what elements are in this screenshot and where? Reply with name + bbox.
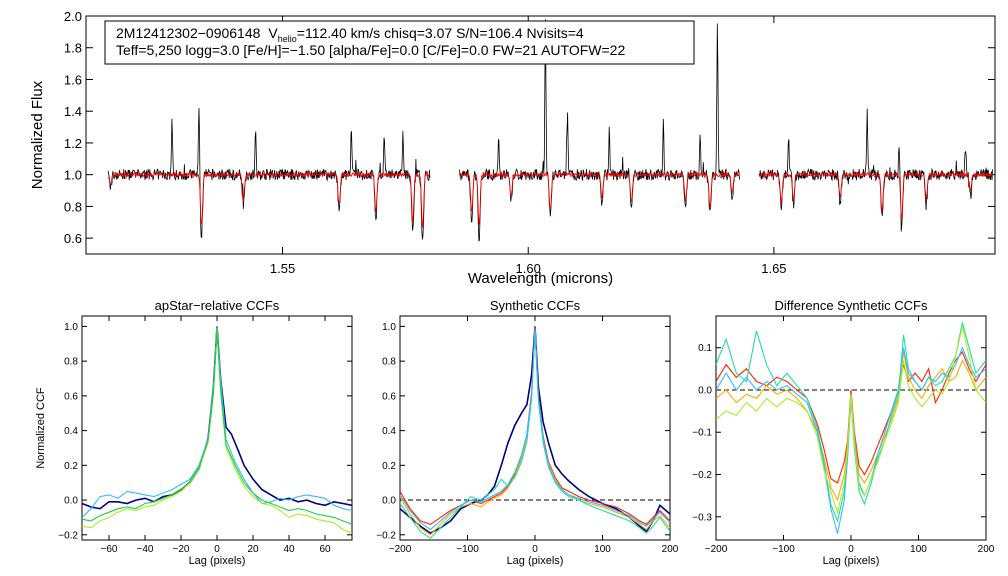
synthetic_ccf-series-visit-red (400, 326, 670, 526)
spectrum-ytick-label: 2.0 (64, 9, 82, 24)
spectrum-ytick-label: 1.0 (64, 168, 82, 183)
apstar_ccf-xtick-label: −40 (137, 544, 154, 555)
apstar_ccf-series-group (82, 326, 352, 534)
star-id: 2M12412302−0906148 (116, 25, 261, 41)
synthetic_ccf-frame (399, 315, 671, 541)
difference_ccf-ytick-label: −0.2 (692, 470, 712, 481)
difference_ccf-ytick-label: −0.3 (692, 512, 712, 523)
apstar_ccf-ytick-label: 0.2 (64, 461, 78, 472)
synthetic_ccf-series-group (400, 326, 670, 540)
apstar_ccf-ytick-label: 0.4 (64, 426, 78, 437)
difference_ccf-ytick-label: −0.1 (692, 428, 712, 439)
synthetic_ccf-ytick-label: 0.6 (382, 391, 396, 402)
apstar_ccf-ytick-label: 0.8 (64, 357, 78, 368)
apstar_ccf-series-visit-navy (82, 326, 352, 510)
synthetic_ccf-ytick-label: −0.2 (376, 530, 396, 541)
apstar_ccf-title: apStar−relative CCFs (155, 298, 280, 313)
difference_ccf-ytick-label: 0.1 (698, 343, 712, 354)
apstar_ccf-ylabel: Normalized CCF (35, 387, 47, 469)
spectrum-xtick-label: 1.65 (761, 261, 786, 276)
spectrum-observed-chip-3 (758, 108, 993, 232)
synthetic_ccf-xtick-label: −200 (389, 544, 412, 555)
spectrum-frame (85, 15, 996, 255)
spectrum-panel: 1.55 1.60 1.65 0.6 0.8 1.0 1.2 1.4 1.6 1.8 2.0 Wave… (29, 9, 996, 287)
synthetic_ccf-ytick-label: 1.0 (382, 322, 396, 333)
synthetic_ccf-xtick-label: 0 (532, 544, 538, 555)
info-line-2: Teff=5,250 logg=3.0 [Fe/H]=−1.50 [alpha/… (116, 42, 625, 58)
info-line-1-values: =112.40 km/s chisq=3.07 S/N=106.4 Nvisit… (297, 25, 584, 41)
difference_ccf-frame (715, 315, 987, 541)
apstar_ccf-ytick-label: 0.6 (64, 391, 78, 402)
synthetic_ccf-xlabel: Lag (pixels) (507, 555, 564, 567)
spectrum-xtick-label: 1.55 (270, 261, 295, 276)
difference_ccf-series-visit-red (716, 350, 986, 484)
synthetic_ccf-ytick-label: 0.0 (382, 496, 396, 507)
spectrum-ytick-label: 1.2 (64, 136, 82, 151)
difference_ccf-xtick-label: 100 (910, 544, 927, 555)
apstar_ccf-xtick-label: −60 (101, 544, 118, 555)
synthetic_ccf-title: Synthetic CCFs (490, 298, 581, 313)
synthetic_ccf-xtick-label: 200 (662, 544, 679, 555)
apstar-ccf-panel: −60 −40 −20 0 20 40 60 −0.2 0.0 0.2 0.4 0.6 0.8 1.0 La… (35, 298, 353, 567)
difference_ccf-series-group (716, 322, 986, 534)
synthetic_ccf-series-visit-skyblue (400, 328, 670, 531)
info-box: 2M12412302−0906148 Vhelio=112.40 km/s chi… (104, 20, 695, 65)
synthetic_ccf-series-visit-orange (400, 329, 670, 536)
difference_ccf-xtick-label: 0 (848, 544, 854, 555)
difference_ccf-series-visit-teal (716, 322, 986, 523)
apstar_ccf-xtick-label: −20 (173, 544, 190, 555)
apstar_ccf-xtick-label: 20 (247, 544, 259, 555)
spectrum-ylabel: Normalized Flux (29, 80, 46, 189)
synthetic_ccf-xtick-label: −100 (456, 544, 479, 555)
spectrum-xlabel: Wavelength (microns) (468, 270, 613, 287)
synthetic_ccf-ytick-label: 0.4 (382, 426, 396, 437)
difference_ccf-series-visit-orange (716, 351, 986, 502)
difference-ccf-panel: −200 −100 0 100 200 −0.3 −0.2 −0.1 0.0 0.1 Lag (pi… (692, 298, 995, 567)
spectrum-ytick-label: 0.8 (64, 199, 82, 214)
difference_ccf-xlabel: Lag (pixels) (823, 555, 880, 567)
difference_ccf-xtick-label: −200 (705, 544, 728, 555)
synthetic-ccf-panel: −200 −100 0 100 200 −0.2 0.0 0.2 0.4 0.6 0.8 1.0 Lag… (376, 298, 679, 567)
apstar_ccf-series-visit-green (82, 329, 352, 525)
apstar_ccf-xtick-label: 60 (319, 544, 331, 555)
spectrum-ytick-label: 0.6 (64, 231, 82, 246)
difference_ccf-series-visit-skyblue (716, 346, 986, 534)
synthetic_ccf-xtick-label: 100 (594, 544, 611, 555)
spectrum-ytick-label: 1.4 (64, 104, 82, 119)
synthetic_ccf-series-visit-teal (400, 331, 670, 540)
spectrum-model-chip-3 (758, 171, 993, 221)
apstar_ccf-xtick-label: 40 (283, 544, 295, 555)
apstar_ccf-series-visit-yellowgreen (82, 328, 352, 534)
info-line-1: 2M12412302−0906148 Vhelio=112.40 km/s chi… (116, 25, 584, 44)
apstar_ccf-series-visit-skyblue (82, 326, 352, 518)
apstar_ccf-ytick-label: 0.0 (64, 496, 78, 507)
spectrum-model-chip-1 (107, 171, 430, 228)
vhelio-subscript: helio (278, 34, 297, 44)
synthetic_ccf-ytick-label: 0.8 (382, 357, 396, 368)
apstar_ccf-xlabel: Lag (pixels) (189, 555, 246, 567)
difference_ccf-title: Difference Synthetic CCFs (775, 298, 928, 313)
synthetic_ccf-series-visit-navy (400, 326, 670, 535)
difference_ccf-ytick-label: 0.0 (698, 385, 712, 396)
spectrum-ytick-label: 1.6 (64, 72, 82, 87)
spectrum-model-chip-2 (459, 171, 740, 225)
apstar_ccf-frame (81, 315, 353, 541)
difference_ccf-xtick-label: −100 (772, 544, 795, 555)
synthetic_ccf-ytick-label: 0.2 (382, 461, 396, 472)
vhelio-label: V (268, 25, 278, 41)
difference_ccf-xtick-label: 200 (978, 544, 995, 555)
spectrum-ytick-label: 1.8 (64, 41, 82, 56)
apstar_ccf-xtick-label: 0 (214, 544, 220, 555)
spectrum-series-group (107, 19, 993, 242)
difference_ccf-series-visit-yellowgreen (716, 326, 986, 515)
apstar_ccf-ytick-label: 1.0 (64, 322, 78, 333)
apstar_ccf-ytick-label: −0.2 (58, 530, 78, 541)
spectrum-xtick-label: 1.60 (516, 261, 541, 276)
